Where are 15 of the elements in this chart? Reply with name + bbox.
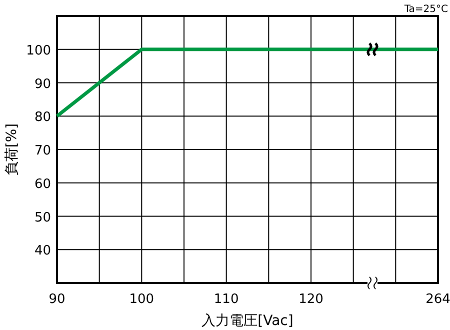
y-tick-label: 60 (34, 176, 51, 192)
y-tick-label: 70 (34, 144, 51, 158)
y-tick-label: 80 (34, 110, 51, 126)
y-axis-title: 負荷[%] (4, 123, 20, 176)
x-tick-label: 120 (298, 292, 324, 307)
text: Ta=25°C (403, 4, 448, 15)
x-tick-label: 110 (214, 292, 239, 307)
x-tick-label: 100 (129, 292, 154, 307)
y-tick-label: 90 (34, 76, 51, 92)
x-axis-title: 入力電圧[Vac] (202, 313, 294, 329)
y-tick-label: 50 (34, 210, 51, 226)
x-tick-label: 90 (48, 292, 66, 307)
y-tick-label: 40 (34, 244, 51, 259)
y-tick-label: 100 (26, 43, 51, 58)
x-tick-label: 264 (426, 292, 450, 307)
